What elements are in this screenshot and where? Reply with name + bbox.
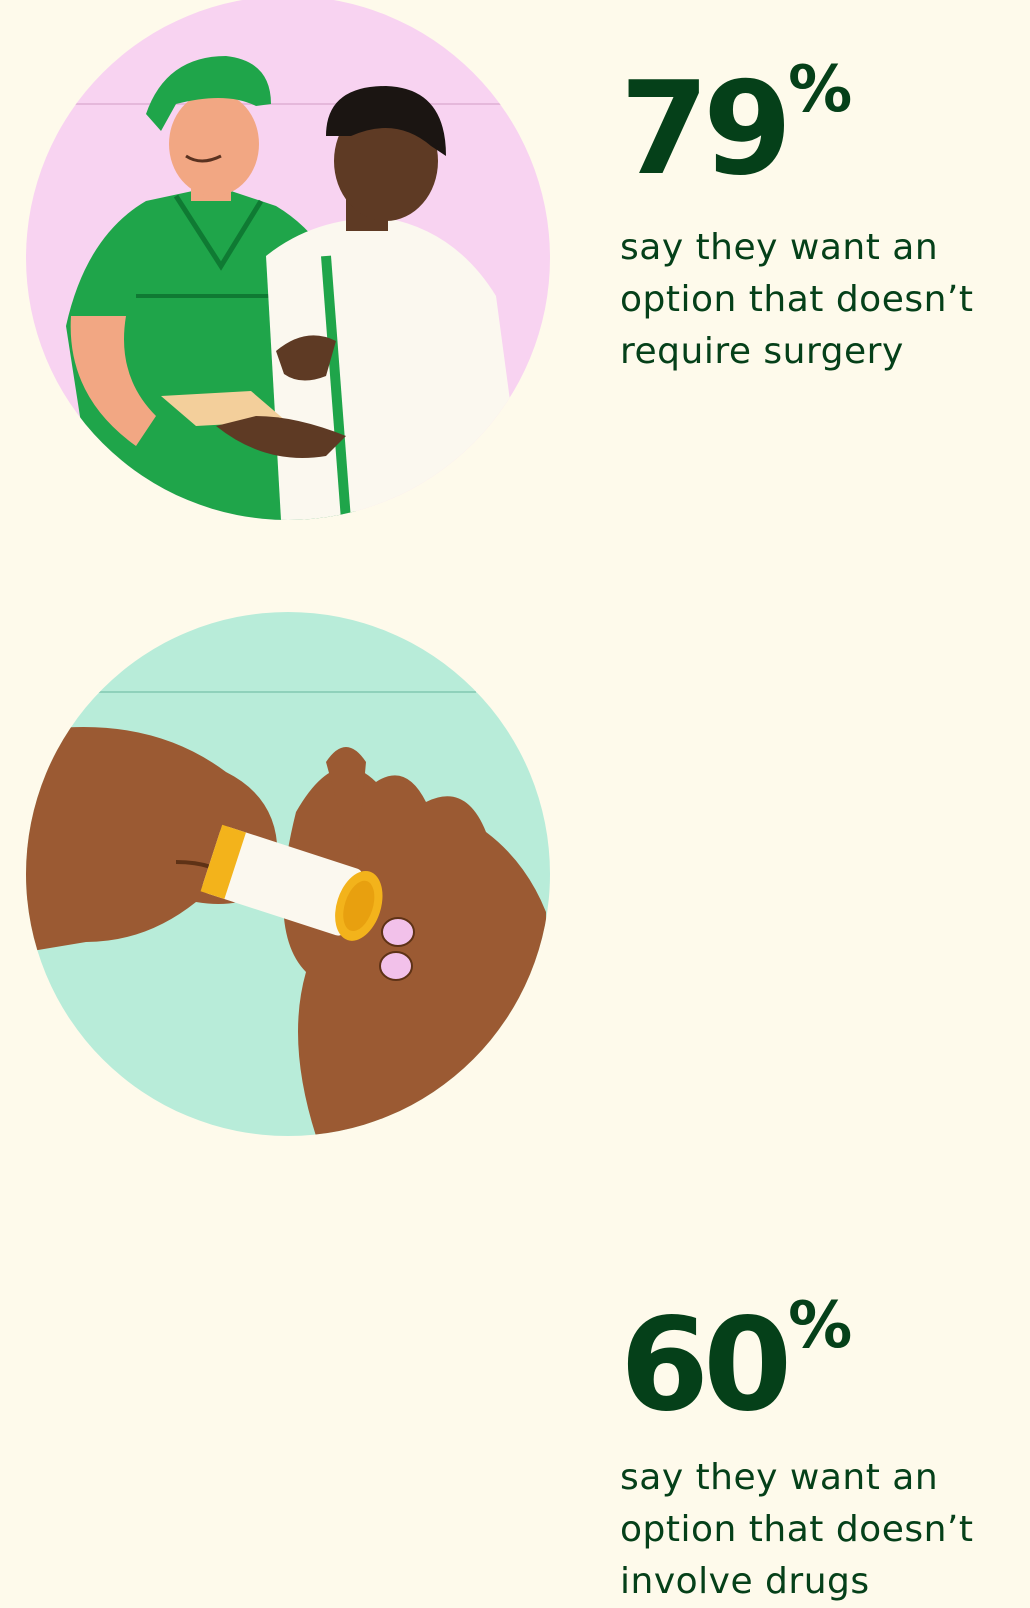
caption-line: involve drugs	[620, 1561, 870, 1602]
stat-number: 79	[620, 55, 792, 204]
stat-figure-drugs: 60%	[620, 1294, 852, 1430]
pills-in-hand-illustration	[26, 612, 550, 1136]
caption-line: say they want an	[620, 1457, 939, 1498]
caption-line: say they want an	[620, 227, 939, 268]
stat-figure-surgery: 79%	[620, 58, 852, 194]
stat-number: 60	[620, 1291, 792, 1440]
percent-symbol: %	[788, 1289, 853, 1363]
caption-line: option that doesn’t	[620, 1509, 974, 1550]
stat-caption-surgery: say they want an option that doesn’t req…	[620, 222, 1020, 378]
caption-line: option that doesn’t	[620, 279, 974, 320]
stat-block-surgery: 79% say they want an option that doesn’t…	[0, 0, 1030, 560]
stat-caption-drugs: say they want an option that doesn’t inv…	[620, 1452, 1020, 1608]
percent-symbol: %	[788, 53, 853, 127]
caption-line: require surgery	[620, 331, 904, 372]
surgeon-and-doctor-illustration	[26, 0, 550, 520]
